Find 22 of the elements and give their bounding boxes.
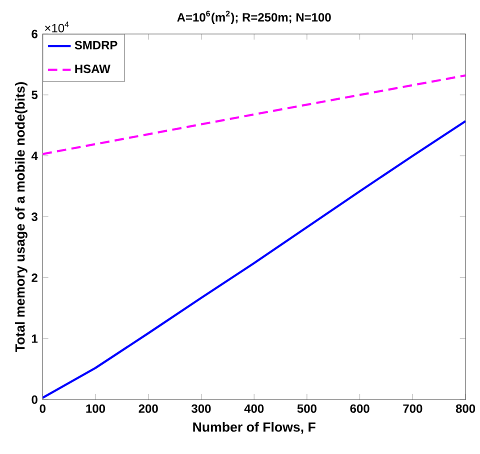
text: ×10$^{4}$ — [45, 22, 69, 33]
y-tick-label: 2 — [32, 274, 38, 282]
x-tick-label: 500 — [297, 404, 316, 414]
x-tick-label: 0 — [40, 404, 46, 414]
y-tick-label: 6 — [32, 30, 38, 38]
x-tick-label: 300 — [191, 404, 211, 414]
x-tick-label: 700 — [403, 404, 422, 414]
x-tick-label: 800 — [456, 404, 476, 414]
y-tick-label: 0 — [32, 396, 38, 404]
chart-title: A=10$^{6}$(m$^{2}$); R=250m; N=100 — [177, 10, 331, 24]
x-axis-title: Number of Flows, F — [193, 422, 316, 434]
x-tick-label: 400 — [244, 404, 264, 414]
x-tick-label: 200 — [138, 404, 158, 414]
y-tick-label: 4 — [31, 152, 38, 160]
y-tick-label: 3 — [32, 212, 38, 222]
x-tick-label: 600 — [350, 404, 370, 414]
y-tick-label: 5 — [32, 90, 38, 100]
legend-label: HSAW — [75, 64, 110, 74]
legend-label: SMDRP — [74, 41, 118, 50]
y-tick-label: 1 — [32, 334, 38, 344]
y-axis-title: Total memory usage of a mobile node(bits) — [14, 82, 28, 352]
x-tick-label: 100 — [86, 404, 106, 414]
